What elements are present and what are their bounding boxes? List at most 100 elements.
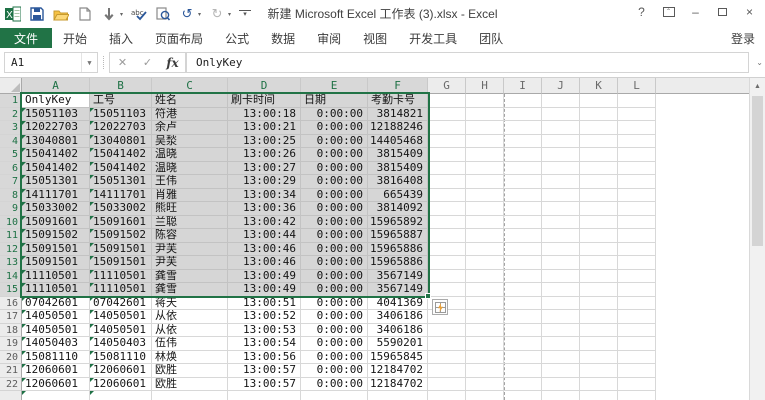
cell-A4[interactable]: 13040801	[22, 134, 90, 148]
cell-G4[interactable]	[428, 134, 466, 148]
cell-B11[interactable]: 15091502	[90, 229, 152, 243]
column-header-F[interactable]: F	[368, 78, 428, 94]
cell-C7[interactable]: 王伟	[152, 175, 228, 189]
cell-D17[interactable]: 13:00:52	[228, 310, 301, 324]
cell-C1[interactable]: 姓名	[152, 94, 228, 108]
cell-B2[interactable]: 15051103	[90, 107, 152, 121]
ribbon-tab-审阅[interactable]: 审阅	[317, 31, 342, 46]
cell-I2[interactable]	[504, 107, 542, 121]
cell-D10[interactable]: 13:00:42	[228, 215, 301, 229]
cell-G11[interactable]	[428, 229, 466, 243]
cell-J12[interactable]	[542, 242, 580, 256]
cell-J23[interactable]	[542, 391, 580, 400]
cell-L19[interactable]	[618, 337, 656, 351]
cell-B1[interactable]: 工号	[90, 94, 152, 108]
cell-K13[interactable]	[580, 256, 618, 270]
cell-F8[interactable]: 665439	[368, 188, 428, 202]
cell-F20[interactable]: 15965845	[368, 350, 428, 364]
cell-B14[interactable]: 11110501	[90, 269, 152, 283]
cell-H17[interactable]	[466, 310, 504, 324]
row-header-19[interactable]: 19	[0, 337, 22, 351]
cell-I11[interactable]	[504, 229, 542, 243]
cell-F9[interactable]: 3814092	[368, 202, 428, 216]
cell-F19[interactable]: 5590201	[368, 337, 428, 351]
cell-G7[interactable]	[428, 175, 466, 189]
cell-A14[interactable]: 11110501	[22, 269, 90, 283]
cell-J11[interactable]	[542, 229, 580, 243]
cell-I22[interactable]	[504, 377, 542, 391]
row-header-7[interactable]: 7	[0, 175, 22, 189]
cell-H9[interactable]	[466, 202, 504, 216]
cell-I16[interactable]	[504, 296, 542, 310]
cell-D12[interactable]: 13:00:46	[228, 242, 301, 256]
cell-C4[interactable]: 吴湬	[152, 134, 228, 148]
cell-G8[interactable]	[428, 188, 466, 202]
cell-F7[interactable]: 3816408	[368, 175, 428, 189]
cell-L12[interactable]	[618, 242, 656, 256]
cell-K21[interactable]	[580, 364, 618, 378]
cell-C12[interactable]: 尹芙	[152, 242, 228, 256]
cell-K3[interactable]	[580, 121, 618, 135]
formula-bar-expand-icon[interactable]: ⌄	[756, 58, 763, 67]
scroll-up-icon[interactable]: ▲	[750, 78, 765, 94]
cell-H15[interactable]	[466, 283, 504, 297]
cell-H22[interactable]	[466, 377, 504, 391]
ribbon-tab-文件[interactable]: 文件	[0, 28, 53, 48]
row-header-18[interactable]: 18	[0, 323, 22, 337]
cell-J5[interactable]	[542, 148, 580, 162]
cell-J21[interactable]	[542, 364, 580, 378]
cell-A2[interactable]: 15051103	[22, 107, 90, 121]
row-header-22[interactable]: 22	[0, 377, 22, 391]
cell-L8[interactable]	[618, 188, 656, 202]
cell-A5[interactable]: 15041402	[22, 148, 90, 162]
cell-H2[interactable]	[466, 107, 504, 121]
cell-K8[interactable]	[580, 188, 618, 202]
cell-A19[interactable]: 14050403	[22, 337, 90, 351]
cell-H19[interactable]	[466, 337, 504, 351]
maximize-button[interactable]	[709, 2, 736, 22]
cell-H4[interactable]	[466, 134, 504, 148]
cell-A13[interactable]: 15091501	[22, 256, 90, 270]
cell-A20[interactable]: 15081110	[22, 350, 90, 364]
cell-C11[interactable]: 陈容	[152, 229, 228, 243]
cell-D14[interactable]: 13:00:49	[228, 269, 301, 283]
row-header-13[interactable]: 13	[0, 256, 22, 270]
cell-D4[interactable]: 13:00:25	[228, 134, 301, 148]
cell-I17[interactable]	[504, 310, 542, 324]
help-button[interactable]: ?	[638, 5, 645, 19]
cell-E13[interactable]: 0:00:00	[301, 256, 368, 270]
ribbon-display-options-button[interactable]: ⌃	[655, 2, 682, 22]
cell-C8[interactable]: 肖雅	[152, 188, 228, 202]
cell-L5[interactable]	[618, 148, 656, 162]
cell-D5[interactable]: 13:00:26	[228, 148, 301, 162]
cell-E19[interactable]: 0:00:00	[301, 337, 368, 351]
cell-D3[interactable]: 13:00:21	[228, 121, 301, 135]
row-header-15[interactable]: 15	[0, 283, 22, 297]
cancel-entry-icon[interactable]: ✕	[117, 57, 128, 69]
cell-I14[interactable]	[504, 269, 542, 283]
cell-H1[interactable]	[466, 94, 504, 108]
cell-E23[interactable]	[301, 391, 368, 400]
cell-B7[interactable]: 15051301	[90, 175, 152, 189]
cell-A1[interactable]: OnlyKey	[22, 94, 90, 108]
cell-G6[interactable]	[428, 161, 466, 175]
cell-J13[interactable]	[542, 256, 580, 270]
cell-I20[interactable]	[504, 350, 542, 364]
cell-H18[interactable]	[466, 323, 504, 337]
cell-D16[interactable]: 13:00:51	[228, 296, 301, 310]
ribbon-tab-页面布局[interactable]: 页面布局	[155, 31, 204, 46]
cell-E22[interactable]: 0:00:00	[301, 377, 368, 391]
cell-J2[interactable]	[542, 107, 580, 121]
cell-B13[interactable]: 15091501	[90, 256, 152, 270]
cell-L9[interactable]	[618, 202, 656, 216]
cell-F21[interactable]: 12184702	[368, 364, 428, 378]
cell-K14[interactable]	[580, 269, 618, 283]
cell-L10[interactable]	[618, 215, 656, 229]
cell-C23[interactable]	[152, 391, 228, 400]
cell-L21[interactable]	[618, 364, 656, 378]
cell-B23[interactable]	[90, 391, 152, 400]
cell-G5[interactable]	[428, 148, 466, 162]
column-header-H[interactable]: H	[466, 78, 504, 94]
cell-I4[interactable]	[504, 134, 542, 148]
cell-G2[interactable]	[428, 107, 466, 121]
